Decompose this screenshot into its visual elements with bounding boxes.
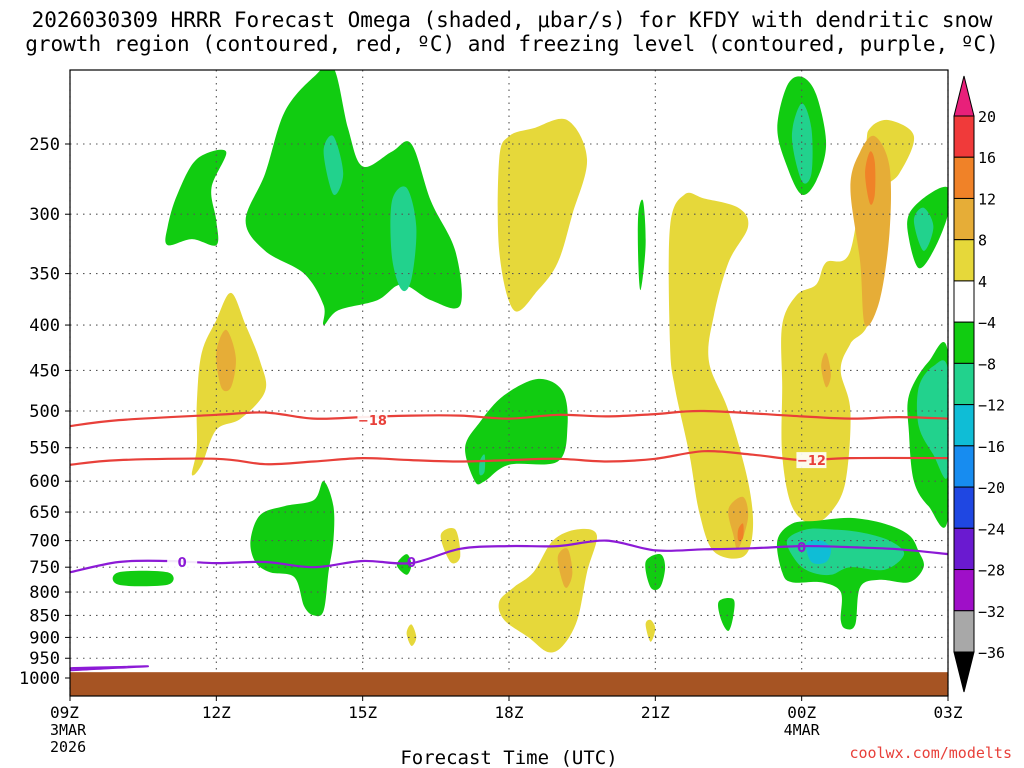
colorbar-label-7: −12 — [978, 397, 1005, 415]
contour-dendritic-minus-12 — [70, 449, 948, 466]
y-tick-label-700: 700 — [29, 532, 60, 552]
contour-label-dendritic-minus-12: −12 — [797, 454, 826, 469]
x-tick-label-21Z: 21Z — [641, 703, 670, 722]
colorbar-label-9: −20 — [978, 479, 1005, 497]
omega-region-green-small-21z — [645, 553, 666, 591]
x-axis-label: Forecast Time (UTC) — [400, 747, 617, 768]
omega-region-teal-upper-2 — [390, 186, 417, 292]
colorbar-swatch-8 — [953, 445, 975, 488]
colorbar-swatch-11 — [953, 569, 975, 612]
omega-region-yellow-upper-mid — [497, 118, 588, 312]
colorbar-label-10: −24 — [978, 520, 1005, 538]
omega-region-orange-left — [216, 329, 236, 392]
colorbar-label-11: −28 — [978, 562, 1005, 580]
y-tick-label-900: 900 — [29, 628, 60, 648]
chart-title-line-2: growth region (contoured, red, ºC) and f… — [25, 32, 999, 56]
freezing-surface-loop — [70, 665, 150, 672]
colorbar-swatch-9 — [953, 486, 975, 529]
x-tick-label-18Z: 18Z — [495, 703, 524, 722]
x-tick-label-15Z: 15Z — [348, 703, 377, 722]
omega-region-yellow-right-upper — [781, 119, 915, 524]
y-tick-label-750: 750 — [29, 558, 60, 578]
x-tick-sub1-09Z: 3MAR — [50, 721, 87, 739]
omega-region-teal-far-right-upper — [913, 207, 934, 251]
colorbar-label-8: −16 — [978, 438, 1005, 456]
omega-region-red-right-upper — [865, 151, 876, 205]
ground-surface — [70, 672, 948, 696]
contour-label-dendritic-minus-18: −18 — [358, 414, 387, 429]
colorbar-label-0: 20 — [978, 108, 996, 126]
freezing-label-1: 0 — [797, 541, 806, 556]
y-tick-label-450: 450 — [29, 361, 60, 381]
omega-region-red-center-dot — [737, 523, 744, 542]
y-tick-label-550: 550 — [29, 439, 60, 459]
omega-region-teal-far-right-mid — [916, 360, 948, 479]
y-tick-label-250: 250 — [29, 135, 60, 155]
contour-label-bg-dendritic-minus-12 — [796, 452, 827, 469]
x-tick-sub1-00Z: 4MAR — [784, 721, 821, 739]
x-tick-sub2-09Z: 2026 — [50, 738, 86, 756]
colorbar-label-1: 16 — [978, 149, 996, 167]
y-tick-label-850: 850 — [29, 606, 60, 626]
y-tick-label-600: 600 — [29, 472, 60, 492]
y-tick-label-400: 400 — [29, 316, 60, 336]
colorbar-label-3: 8 — [978, 232, 987, 250]
omega-region-green-upper-left — [165, 149, 227, 246]
colorbar-swatch-0 — [953, 115, 975, 158]
y-tick-label-1000: 1000 — [19, 669, 60, 689]
colorbar-swatch-7 — [953, 404, 975, 447]
omega-region-teal-top-right — [791, 103, 813, 184]
colorbar-swatch-1 — [953, 156, 975, 199]
omega-region-orange-lower-center — [557, 548, 573, 588]
colorbar-swatch-2 — [953, 197, 975, 241]
colorbar-top-triangle — [953, 75, 975, 117]
omega-region-green-lower-left — [250, 481, 335, 617]
colorbar-label-2: 12 — [978, 190, 996, 208]
contour-dendritic-minus-18 — [70, 409, 948, 428]
colorbar-bottom-triangle — [953, 651, 975, 693]
omega-region-yellow-small-2 — [406, 624, 417, 646]
chart-title-line-1: 2026030309 HRRR Forecast Omega (shaded, … — [31, 8, 993, 32]
x-tick-label-03Z: 03Z — [934, 703, 963, 722]
contour-label-bg-dendritic-minus-18 — [357, 412, 388, 429]
colorbar-label-13: −36 — [978, 644, 1005, 662]
y-tick-label-800: 800 — [29, 583, 60, 603]
y-tick-label-500: 500 — [29, 402, 60, 422]
site-credit[interactable]: coolwx.com/modelts — [849, 744, 1012, 762]
contour-label-freezing-level: 0 — [178, 556, 187, 571]
omega-region-green-upper-main — [245, 70, 462, 326]
colorbar-swatch-5 — [953, 321, 975, 364]
omega-region-green-small-22z — [718, 598, 735, 631]
x-tick-label-00Z: 00Z — [787, 703, 816, 722]
colorbar-label-6: −8 — [978, 355, 996, 373]
x-tick-label-12Z: 12Z — [202, 703, 231, 722]
x-tick-label-09Z: 09Z — [50, 703, 79, 722]
omega-region-teal-upper-1 — [323, 135, 344, 196]
colorbar-swatch-3 — [953, 239, 975, 282]
y-tick-label-950: 950 — [29, 649, 60, 669]
y-tick-label-650: 650 — [29, 503, 60, 523]
omega-region-green-sliver — [637, 199, 646, 291]
colorbar-swatch-4 — [953, 280, 975, 323]
omega-region-yellow-small-1 — [440, 527, 461, 564]
colorbar-label-4: 4 — [978, 273, 987, 291]
colorbar-swatch-6 — [953, 362, 975, 406]
omega-region-yellow-lower-center — [498, 528, 598, 653]
omega-region-yellow-small-3 — [645, 619, 656, 642]
omega-region-orange-right-small — [821, 352, 831, 388]
omega-region-orange-right-upper — [850, 135, 892, 327]
omega-region-teal-mid-center — [479, 454, 486, 476]
contour-label-bg-freezing-level — [167, 554, 198, 571]
omega-region-yellow-big-center — [668, 192, 754, 559]
colorbar-swatch-10 — [953, 527, 975, 571]
colorbar-label-5: −4 — [978, 314, 996, 332]
freezing-label-0: 0 — [407, 556, 416, 571]
y-tick-label-350: 350 — [29, 265, 60, 285]
colorbar-swatch-12 — [953, 610, 975, 653]
colorbar-label-12: −32 — [978, 603, 1005, 621]
y-tick-label-300: 300 — [29, 205, 60, 225]
contour-freezing-level — [70, 539, 948, 574]
omega-region-green-small-left — [112, 570, 174, 587]
